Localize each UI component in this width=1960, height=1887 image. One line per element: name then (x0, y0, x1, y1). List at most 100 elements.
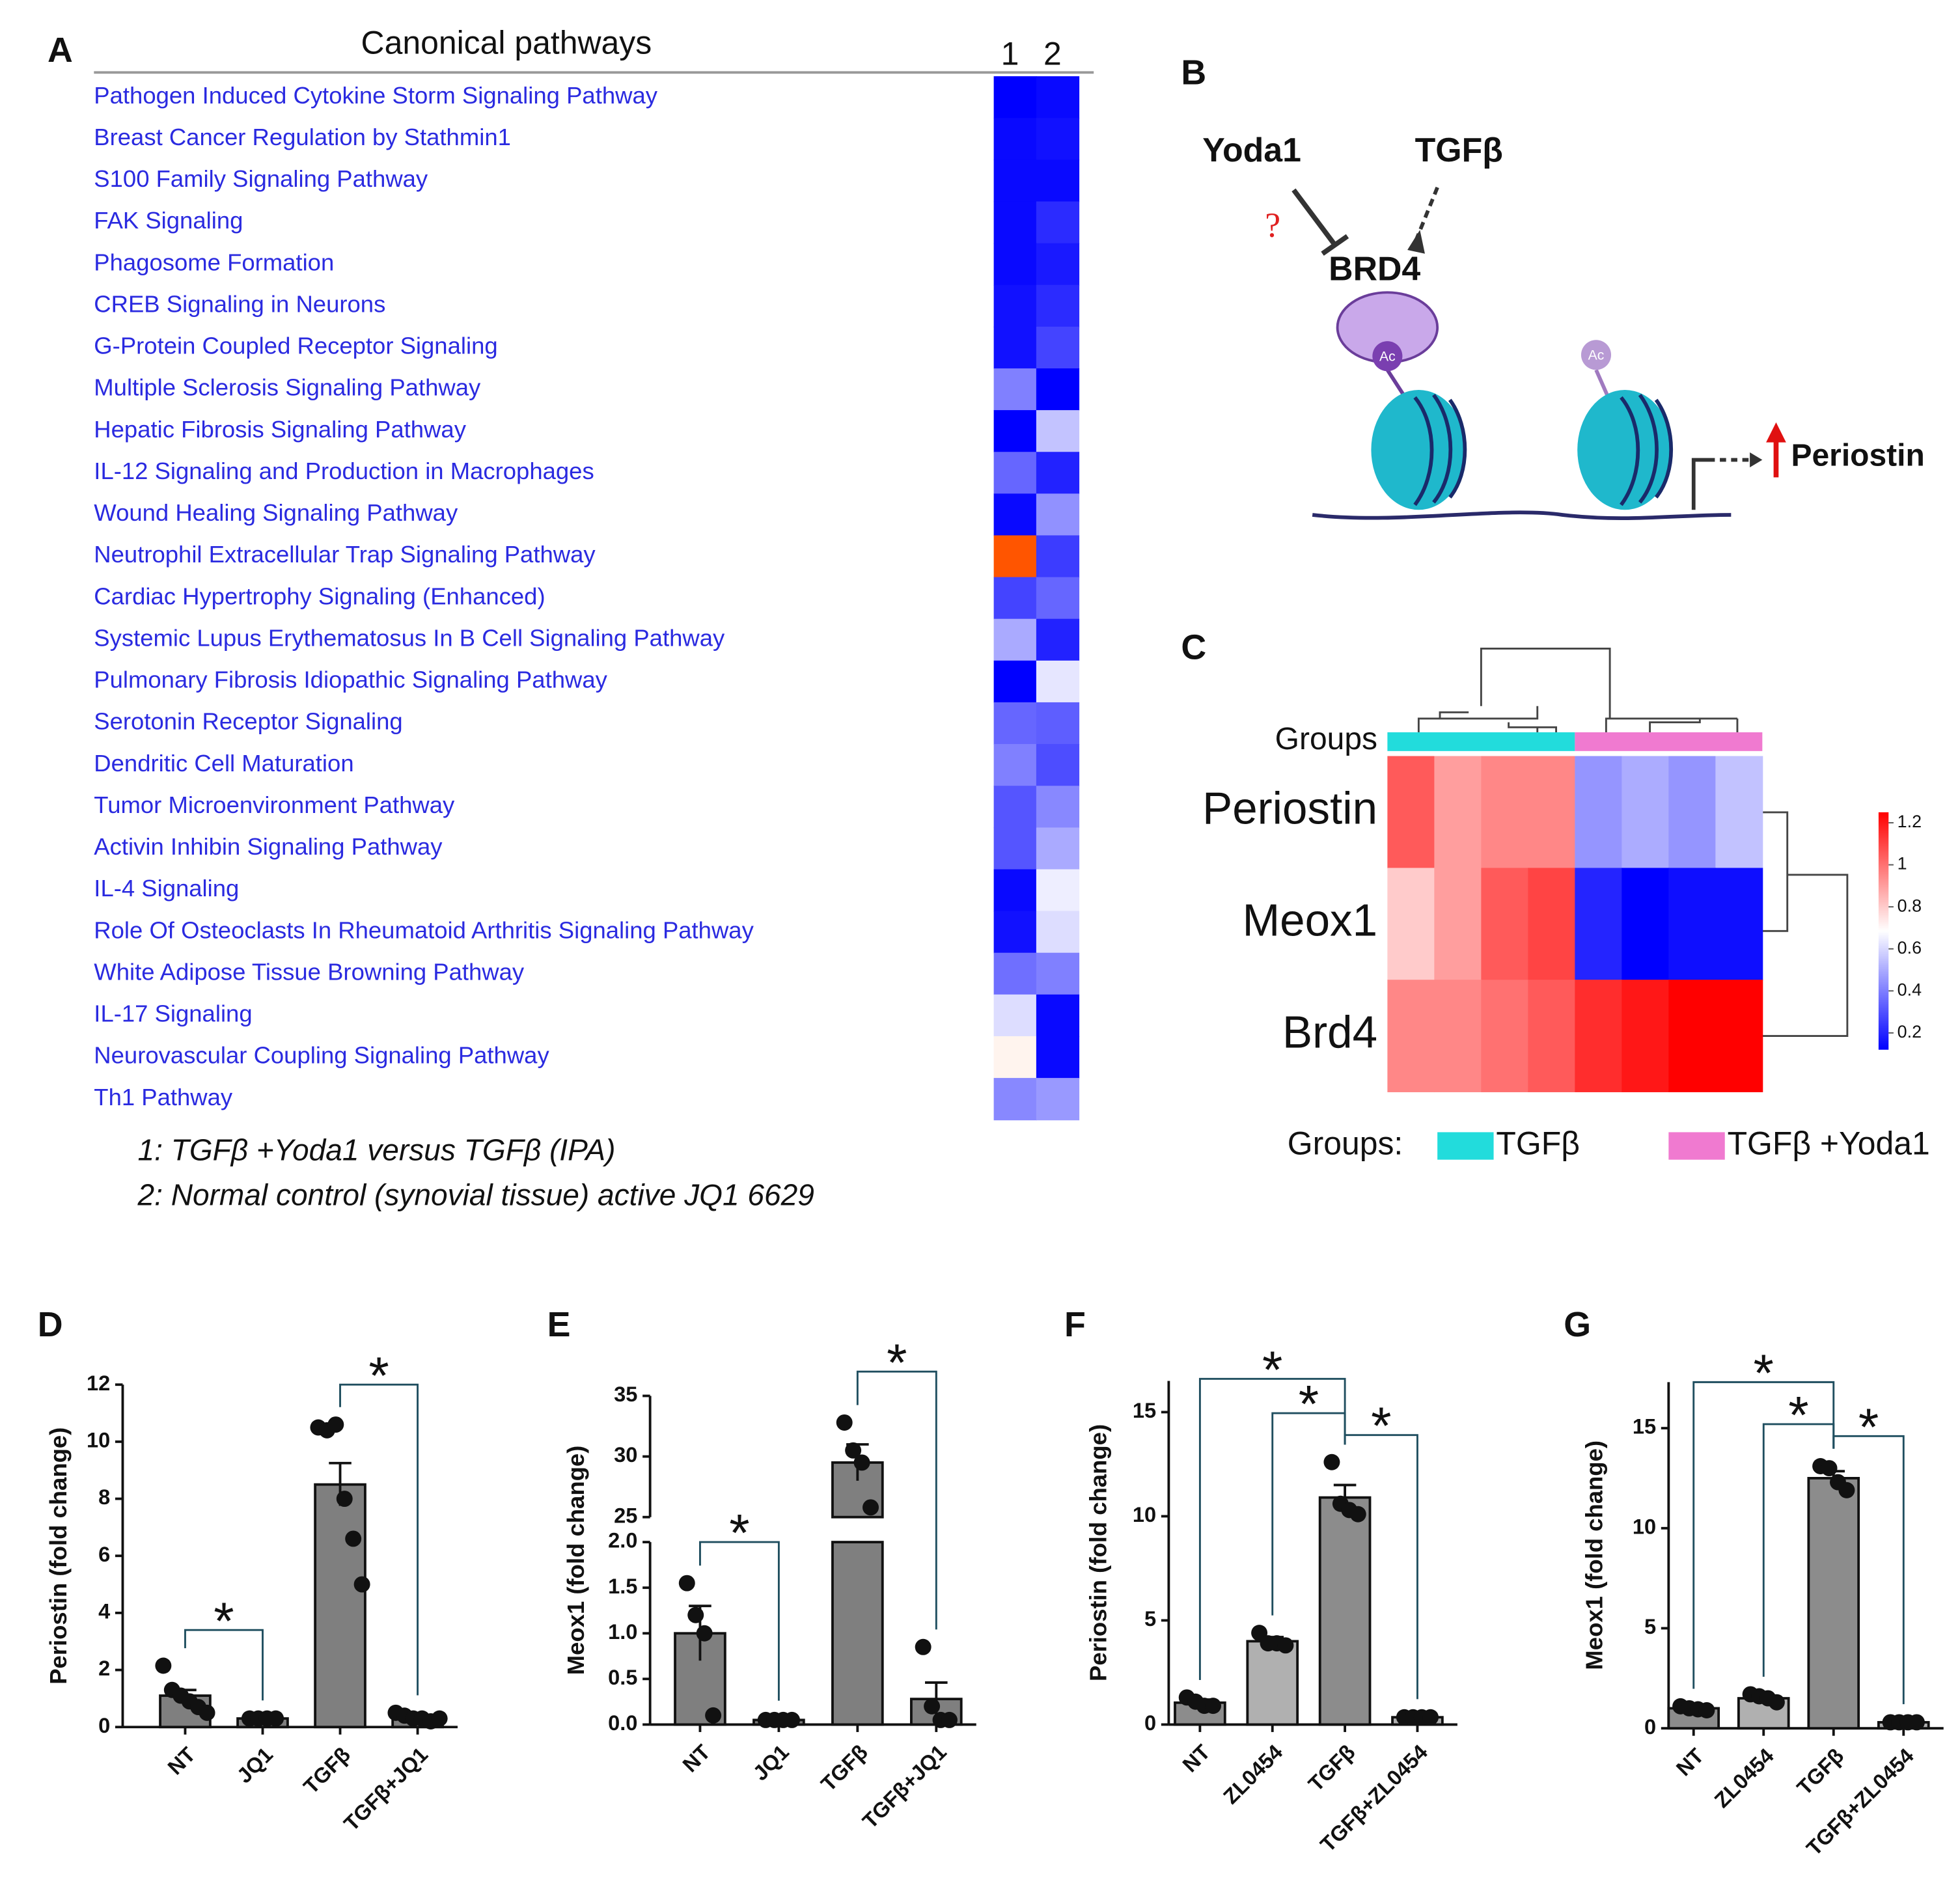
ac-mark (1580, 340, 1612, 370)
heatmap-cell (1036, 159, 1080, 202)
y-tick-label: 8 (98, 1485, 110, 1509)
row-label: S100 Family Signaling Pathway (94, 165, 428, 192)
significance-label: * (1788, 1386, 1808, 1445)
activate-arrowhead (1407, 230, 1425, 254)
x-tick-label: NT (1178, 1740, 1215, 1777)
y-tick-label: 15 (1133, 1398, 1156, 1422)
legend-label: TGFβ (1496, 1125, 1580, 1162)
note: 1: TGFβ +Yoda1 versus TGFβ (IPA) (138, 1133, 616, 1166)
row-label: G-Protein Coupled Receptor Signaling (94, 333, 497, 359)
heatmap-cell (993, 702, 1037, 745)
row-dendrogram (1762, 811, 1849, 1038)
data-point (705, 1707, 722, 1724)
data-point (155, 1657, 172, 1674)
heatmap-cell (1036, 76, 1080, 119)
group-bar (1387, 732, 1575, 751)
data-point (696, 1625, 713, 1642)
heatmap-cell (993, 1036, 1037, 1079)
y-tick-label: 15 (1633, 1414, 1656, 1439)
row-label: Cardiac Hypertrophy Signaling (Enhanced) (94, 583, 545, 609)
row-label: CREB Signaling in Neurons (94, 290, 385, 317)
column-dendrogram (1417, 647, 1739, 733)
heatmap-cell (1434, 868, 1482, 981)
nucleosome (1577, 389, 1674, 510)
data-point (1323, 1453, 1340, 1470)
significance-bracket (1198, 1377, 1346, 1680)
y-axis-label: Meox1 (fold change) (1581, 1440, 1608, 1670)
ac-label: Ac (1379, 350, 1396, 365)
heatmap-cell (1575, 980, 1623, 1092)
data-point (863, 1499, 879, 1516)
heatmap-cell (1668, 980, 1717, 1092)
heatmap-cell (993, 660, 1037, 703)
significance-bracket (339, 1383, 419, 1696)
data-point (1838, 1481, 1855, 1498)
heatmap-cell (993, 618, 1037, 661)
reader-label: BRD4 (1329, 249, 1420, 287)
heatmap-cell (993, 284, 1037, 327)
heatmap-title: Canonical pathways (361, 24, 652, 61)
heatmap-cell (1481, 868, 1529, 981)
significance-label: * (887, 1334, 907, 1392)
heatmap-cell (1036, 577, 1080, 620)
data-point (268, 1710, 284, 1727)
heatmap-cell (1036, 118, 1080, 161)
row-label: Hepatic Fibrosis Signaling Pathway (94, 416, 466, 443)
data-point (336, 1491, 353, 1508)
group-bar (1575, 732, 1763, 751)
y-axis-label: Periostin (fold change) (1084, 1424, 1111, 1681)
heatmap-cell (1036, 201, 1080, 244)
row-label: Brd4 (1282, 1006, 1377, 1057)
row-label: Wound Healing Signaling Pathway (94, 499, 458, 526)
colorbar (1878, 812, 1889, 1050)
row-label: Multiple Sclerosis Signaling Pathway (94, 374, 481, 401)
heatmap-cell (1387, 980, 1435, 1092)
heatmap-cell (1036, 410, 1080, 453)
y-tick-label: 4 (98, 1599, 110, 1623)
heatmap-cell (993, 952, 1037, 995)
bar (314, 1483, 366, 1729)
heatmap-cell (993, 326, 1037, 369)
heatmap-cell (993, 994, 1037, 1037)
heatmap-cell (1387, 868, 1435, 981)
x-tick-label: TGFβ+JQ1 (857, 1740, 950, 1833)
y-tick-label: 2.0 (608, 1528, 637, 1552)
heatmap-cell (1036, 452, 1080, 495)
inhibit-arrow (1291, 188, 1349, 256)
row-label: Activin Inhibin Signaling Pathway (94, 833, 443, 860)
y-tick-label: 12 (87, 1371, 110, 1395)
row-label: Neutrophil Extracellular Trap Signaling … (94, 541, 596, 568)
significance-label: * (368, 1347, 389, 1405)
nucleosome (1371, 389, 1467, 510)
row-label: Serotonin Receptor Signaling (94, 708, 402, 735)
x-tick-label: TGFβ (1792, 1743, 1848, 1799)
dna-wrap (1620, 393, 1674, 506)
x-tick-label: JQ1 (748, 1740, 794, 1785)
y-tick-label: 0 (1644, 1715, 1656, 1739)
heatmap-cell (993, 744, 1037, 787)
heatmap-cell (1036, 618, 1080, 661)
x-tick-label: ZL0454 (1219, 1740, 1288, 1809)
significance-label: * (214, 1592, 234, 1651)
heatmap-cell (1036, 493, 1080, 536)
significance-label: * (1371, 1397, 1391, 1455)
legend-swatch (1668, 1132, 1725, 1160)
data-point (1698, 1702, 1715, 1718)
heatmap-cell (1528, 756, 1576, 869)
ac-label: Ac (1588, 348, 1605, 363)
heatmap-cell (1528, 868, 1576, 981)
x-tick-label: TGFβ (1303, 1740, 1359, 1796)
significance-label: * (729, 1504, 749, 1563)
dna (1312, 510, 1732, 520)
heatmap-cell (1036, 1078, 1080, 1121)
data-point (687, 1606, 704, 1623)
y-tick-label: 6 (98, 1542, 110, 1566)
heatmap-cell (1036, 243, 1080, 286)
heatmap-cell (1036, 827, 1080, 870)
panel-label: G (1564, 1305, 1591, 1344)
heatmap-cell (1036, 1036, 1080, 1079)
significance-label: * (1858, 1398, 1879, 1457)
data-point (1422, 1709, 1439, 1726)
data-point (784, 1711, 801, 1728)
